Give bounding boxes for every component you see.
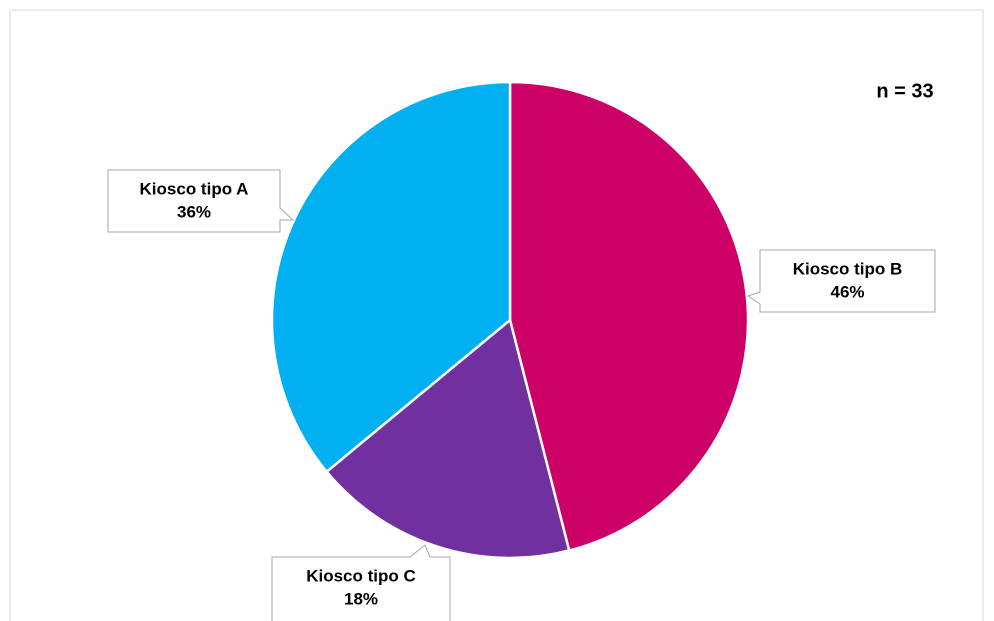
category-label: Kiosco tipo C [306,566,416,585]
value-label: 46% [830,282,864,301]
pie-slice [324,317,571,560]
category-label: Kiosco tipo B [793,259,903,278]
callout-box [271,544,451,621]
callout-box [746,249,936,313]
category-label: Kiosco tipo A [140,179,249,198]
pie-slice [508,80,750,553]
value-label: 18% [344,589,378,608]
value-label: 36% [177,202,211,221]
pie-slice [270,80,512,474]
annotation: n = 33 [876,80,933,102]
callout-box [107,169,295,233]
